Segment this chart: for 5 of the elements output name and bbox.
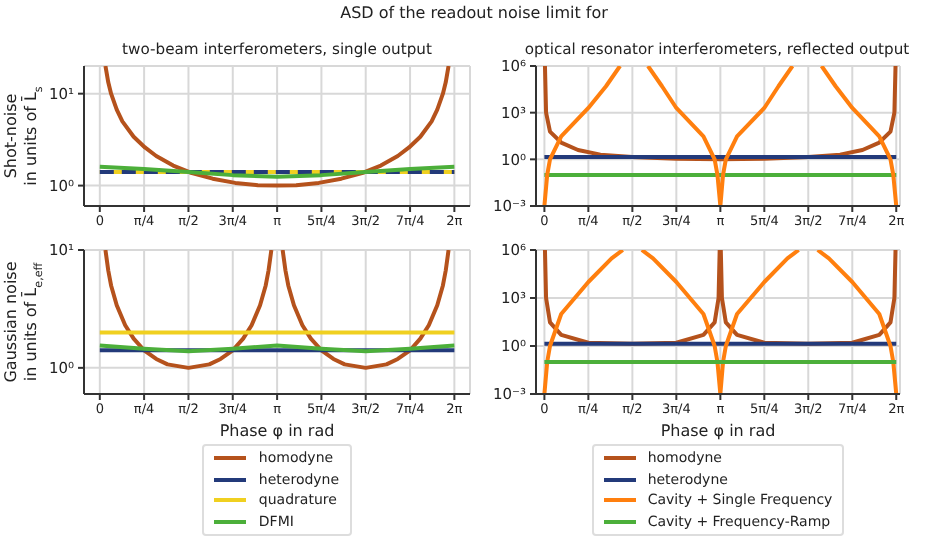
x-axis-title: Phase φ in rad bbox=[217, 422, 337, 440]
line-series bbox=[103, 66, 451, 188]
line-series bbox=[542, 66, 898, 162]
text: ASD of the readout noise limit for bbox=[338, 4, 610, 22]
x-axis-title: Phase φ in rad bbox=[658, 422, 778, 440]
